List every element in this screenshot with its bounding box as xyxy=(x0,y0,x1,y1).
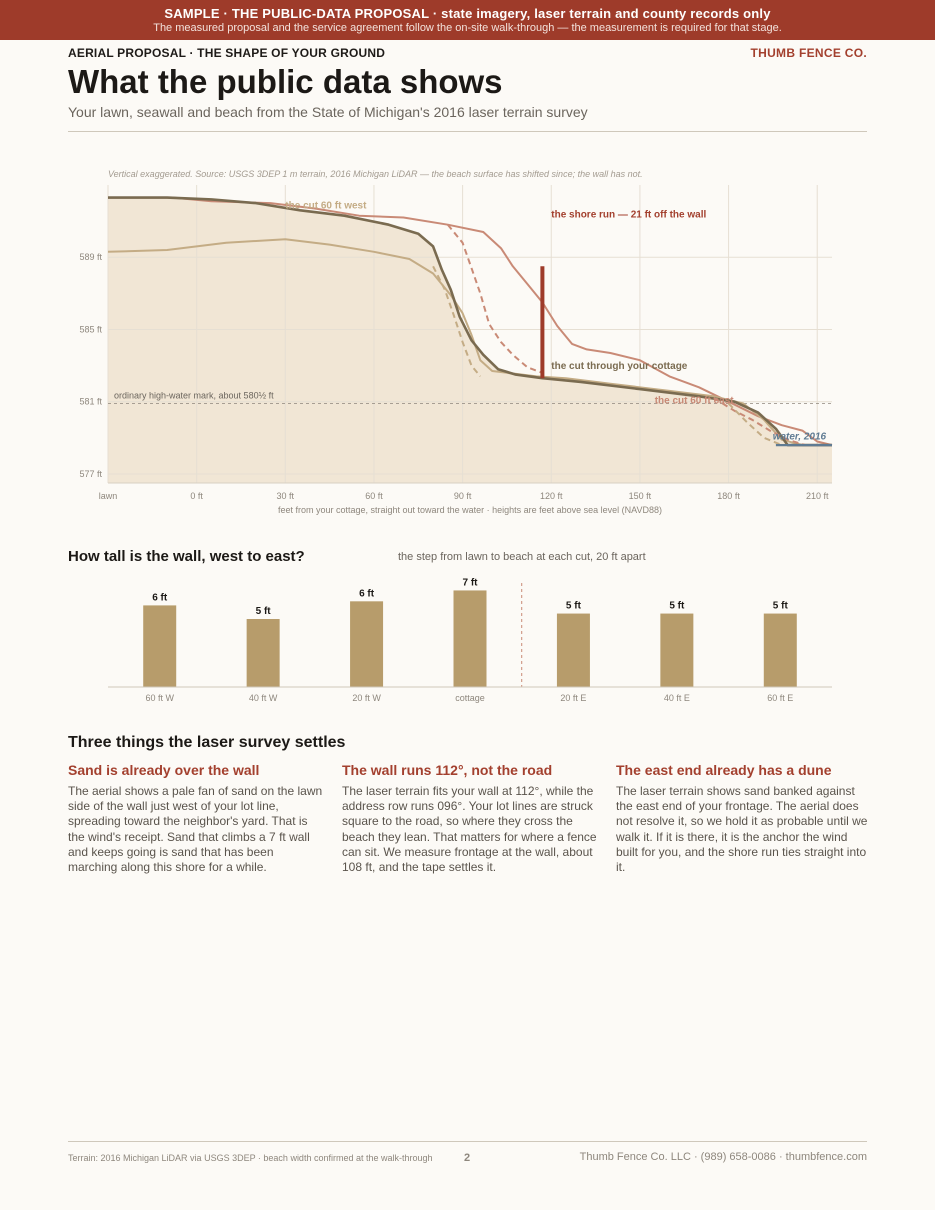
x-tick-label: 30 ft xyxy=(277,491,295,501)
x-tick-label: 120 ft xyxy=(540,491,563,501)
series-line-dashed xyxy=(447,224,543,374)
page-title: What the public data shows xyxy=(68,63,503,100)
terrain-fill xyxy=(108,197,832,483)
series-line-dashed xyxy=(727,402,783,447)
x-axis-label: feet from your cottage, straight out tow… xyxy=(278,505,662,515)
bar-40-ft-e xyxy=(660,613,694,687)
x-tick-label: 0 ft xyxy=(190,491,203,501)
x-tick-label: lawn xyxy=(99,491,118,501)
finding-title: The east end already has a dune xyxy=(616,762,832,778)
finding-dune: The east end already has a dune The lase… xyxy=(616,762,872,875)
header-divider xyxy=(68,131,867,132)
x-tick-label: 90 ft xyxy=(454,491,472,501)
bar-40-ft-w xyxy=(246,619,280,687)
finding-body: The laser terrain shows sand banked agai… xyxy=(616,784,868,875)
high-water-label: ordinary high-water mark, about 580½ ft xyxy=(114,391,274,401)
series-line-the-cut-through-your-cottage xyxy=(108,196,832,447)
bar-category-label: 40 ft W xyxy=(249,693,278,703)
footer-source: Terrain: 2016 Michigan LiDAR via USGS 3D… xyxy=(68,1153,433,1163)
bar-chart-subtitle: the step from lawn to beach at each cut,… xyxy=(398,551,646,563)
findings-heading: Three things the laser survey settles xyxy=(68,734,346,751)
bar-value-label: 5 ft xyxy=(773,601,789,612)
series-line-the-cut-60-ft-east xyxy=(108,196,833,447)
bar-category-label: 20 ft W xyxy=(352,693,381,703)
sample-banner: SAMPLE · THE PUBLIC-DATA PROPOSAL · stat… xyxy=(0,0,935,40)
bar-value-label: 7 ft xyxy=(463,577,479,588)
bar-value-label: 6 ft xyxy=(359,588,375,599)
terrain-profile-chart: Vertical exaggerated. Source: USGS 3DEP … xyxy=(79,169,833,515)
wall-height-bar-chart: 6 ft 60 ft W 5 ft 40 ft W 6 ft 20 ft W 7 ft cot… xyxy=(108,577,832,703)
y-tick-label: 581 ft xyxy=(79,397,102,407)
bar-category-label: cottage xyxy=(455,693,485,703)
bar-value-label: 5 ft xyxy=(256,606,272,617)
finding-title: The wall runs 112°, not the road xyxy=(342,762,553,778)
x-tick-label: 150 ft xyxy=(629,491,652,501)
y-tick-label: 589 ft xyxy=(79,252,102,262)
banner-note: The measured proposal and the service ag… xyxy=(153,22,782,34)
x-tick-label: 180 ft xyxy=(717,491,740,501)
finding-body: The aerial shows a pale fan of sand on t… xyxy=(68,784,323,875)
series-annotation: the cut 60 ft west xyxy=(285,200,367,211)
bar-category-label: 40 ft E xyxy=(664,693,690,703)
finding-wall-bearing: The wall runs 112°, not the road The las… xyxy=(342,762,598,875)
y-tick-label: 585 ft xyxy=(79,324,102,334)
footer-contact: Thumb Fence Co. LLC · (989) 658-0086 · t… xyxy=(579,1151,867,1163)
series-line-dashed xyxy=(713,397,806,447)
chart-caption: Vertical exaggerated. Source: USGS 3DEP … xyxy=(108,169,643,179)
bar-value-label: 5 ft xyxy=(566,601,582,612)
finding-title: Sand is already over the wall xyxy=(68,762,260,778)
bar-cottage xyxy=(453,590,487,687)
finding-sand: Sand is already over the wall The aerial… xyxy=(68,762,324,875)
bar-category-label: 60 ft W xyxy=(145,693,174,703)
bar-value-label: 5 ft xyxy=(669,601,685,612)
bar-20-ft-w xyxy=(350,601,384,687)
series-annotation: the cut through your cottage xyxy=(551,361,688,372)
bar-60-ft-e xyxy=(763,613,797,687)
y-tick-label: 577 ft xyxy=(79,469,102,479)
brand-name: THUMB FENCE CO. xyxy=(750,46,867,60)
banner-headline: SAMPLE · THE PUBLIC-DATA PROPOSAL · stat… xyxy=(164,6,771,21)
finding-body: The laser terrain fits your wall at 112°… xyxy=(342,784,597,875)
bar-chart-title: How tall is the wall, west to east? xyxy=(68,548,305,565)
series-annotation: water, 2016 xyxy=(773,432,827,443)
bar-60-ft-w xyxy=(143,605,177,687)
footer-divider xyxy=(68,1141,867,1142)
bar-20-ft-e xyxy=(556,613,590,687)
bar-category-label: 20 ft E xyxy=(560,693,586,703)
bar-value-label: 6 ft xyxy=(152,592,168,603)
page-number: 2 xyxy=(464,1152,471,1164)
series-annotation: the cut 60 ft east xyxy=(655,396,735,407)
page-subtitle: Your lawn, seawall and beach from the St… xyxy=(68,104,588,120)
series-annotation: the shore run — 21 ft off the wall xyxy=(551,210,706,221)
series-line-dashed xyxy=(432,265,482,378)
x-tick-label: 60 ft xyxy=(365,491,383,501)
bar-category-label: 60 ft E xyxy=(767,693,793,703)
x-tick-label: 210 ft xyxy=(806,491,829,501)
section-kicker: AERIAL PROPOSAL · THE SHAPE OF YOUR GROU… xyxy=(68,46,386,60)
